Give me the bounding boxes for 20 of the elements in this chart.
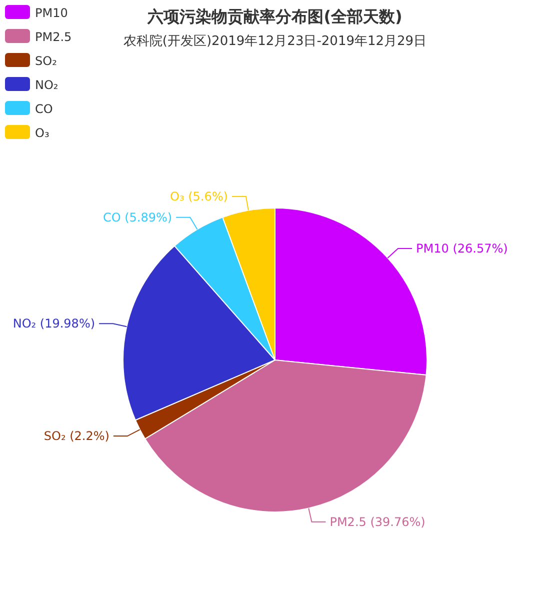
slice-label: NO₂ xyxy=(12,316,40,331)
data-label: (19.98%) xyxy=(40,316,96,331)
legend-label: PM10 xyxy=(35,6,68,20)
data-label: (2.2%) xyxy=(70,429,110,444)
data-label: (26.57%) xyxy=(452,242,508,256)
slice-label: O₃ xyxy=(170,190,188,204)
legend-label: PM2.5 xyxy=(35,30,72,44)
slice-label: PM2.5 xyxy=(330,514,370,529)
slice-label: SO₂ xyxy=(44,429,70,444)
data-label: (5.6%) xyxy=(188,190,228,204)
slice-label: CO xyxy=(102,210,125,224)
legend-label: NO₂ xyxy=(35,78,58,92)
legend-label: O₃ xyxy=(35,126,50,140)
legend-label: SO₂ xyxy=(35,54,58,68)
slice-label: PM10 xyxy=(416,242,453,256)
chart-title: 六项污染物贡献率分布图(全部天数) xyxy=(146,7,402,26)
data-label: (39.76%) xyxy=(370,514,426,529)
legend-label: CO xyxy=(35,102,53,116)
text: 农科院(开发区)2019年12月23日-2019年12月29日 xyxy=(123,34,427,49)
data-label: (5.89%) xyxy=(124,210,172,224)
